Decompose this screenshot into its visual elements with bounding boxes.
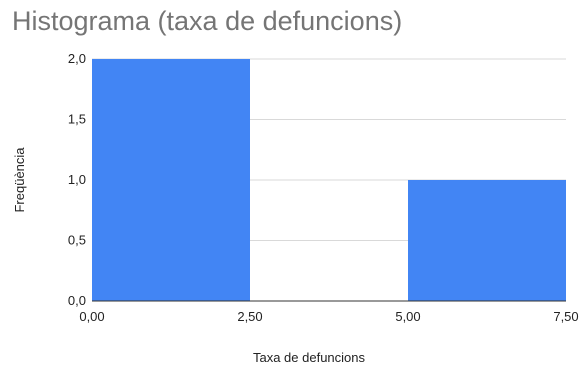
y-axis-label: Freqüència bbox=[12, 147, 27, 213]
x-tick-label: 2,50 bbox=[237, 309, 262, 324]
x-axis-label: Taxa de defuncions bbox=[253, 350, 366, 365]
chart-title: Histograma (taxa de defuncions) bbox=[12, 6, 403, 36]
y-tick-label: 1,0 bbox=[68, 172, 86, 187]
y-tick-label: 1,5 bbox=[68, 112, 86, 127]
histogram-bar bbox=[92, 59, 250, 301]
y-tick-label: 2,0 bbox=[68, 51, 86, 66]
y-tick-label: 0,0 bbox=[68, 293, 86, 308]
histogram-bar bbox=[408, 180, 566, 301]
x-tick-label: 5,00 bbox=[395, 309, 420, 324]
x-tick-label: 7,50 bbox=[553, 309, 578, 324]
y-tick-label: 0,5 bbox=[68, 233, 86, 248]
x-tick-label: 0,00 bbox=[79, 309, 104, 324]
